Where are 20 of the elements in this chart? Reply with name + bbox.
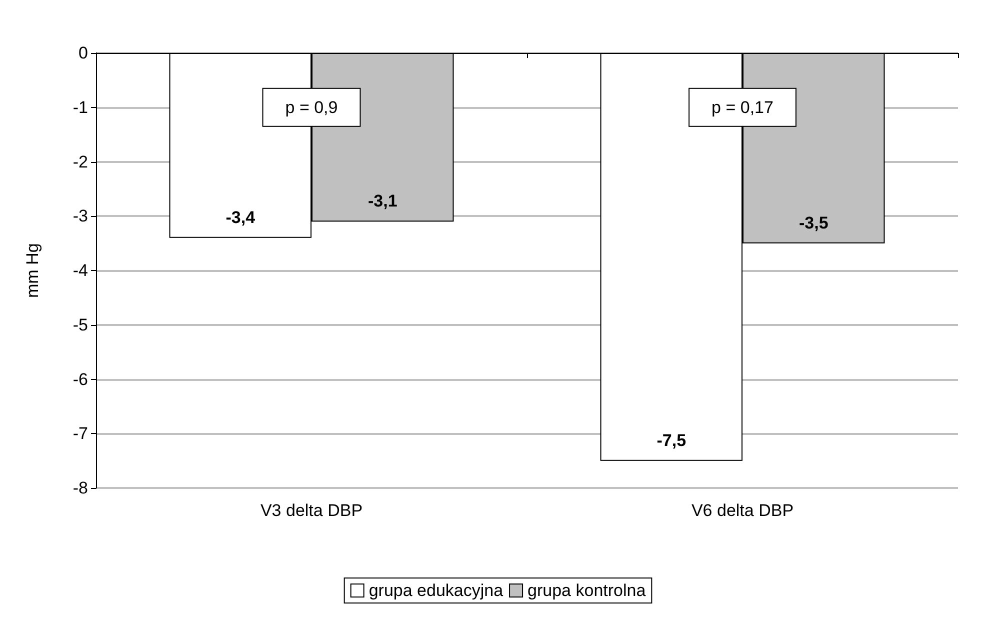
x-tick-label: V3 delta DBP — [260, 501, 363, 520]
y-tick-label: -4 — [72, 261, 88, 280]
data-label: -7,5 — [656, 430, 686, 450]
data-label: -3,1 — [368, 192, 398, 211]
y-tick-label: -3 — [72, 206, 88, 226]
legend-label: grupa edukacyjna — [368, 581, 504, 600]
y-axis-title: mm Hg — [23, 243, 42, 298]
y-tick-label: -5 — [72, 315, 88, 334]
y-tick-label: -7 — [72, 424, 88, 444]
x-tick-label: V6 delta DBP — [691, 501, 794, 520]
data-label: -3,4 — [226, 208, 256, 227]
annotation: p = 0,9 — [285, 98, 338, 117]
annotation: p = 0,17 — [712, 98, 774, 117]
data-label: -3,5 — [798, 213, 828, 232]
y-tick-label: -6 — [72, 370, 88, 389]
y-tick-label: 0 — [78, 44, 88, 62]
y-tick-label: -2 — [72, 152, 88, 172]
y-tick-label: -1 — [72, 98, 88, 117]
y-tick-label: -8 — [72, 478, 88, 498]
legend-label: grupa kontrolna — [528, 581, 646, 600]
